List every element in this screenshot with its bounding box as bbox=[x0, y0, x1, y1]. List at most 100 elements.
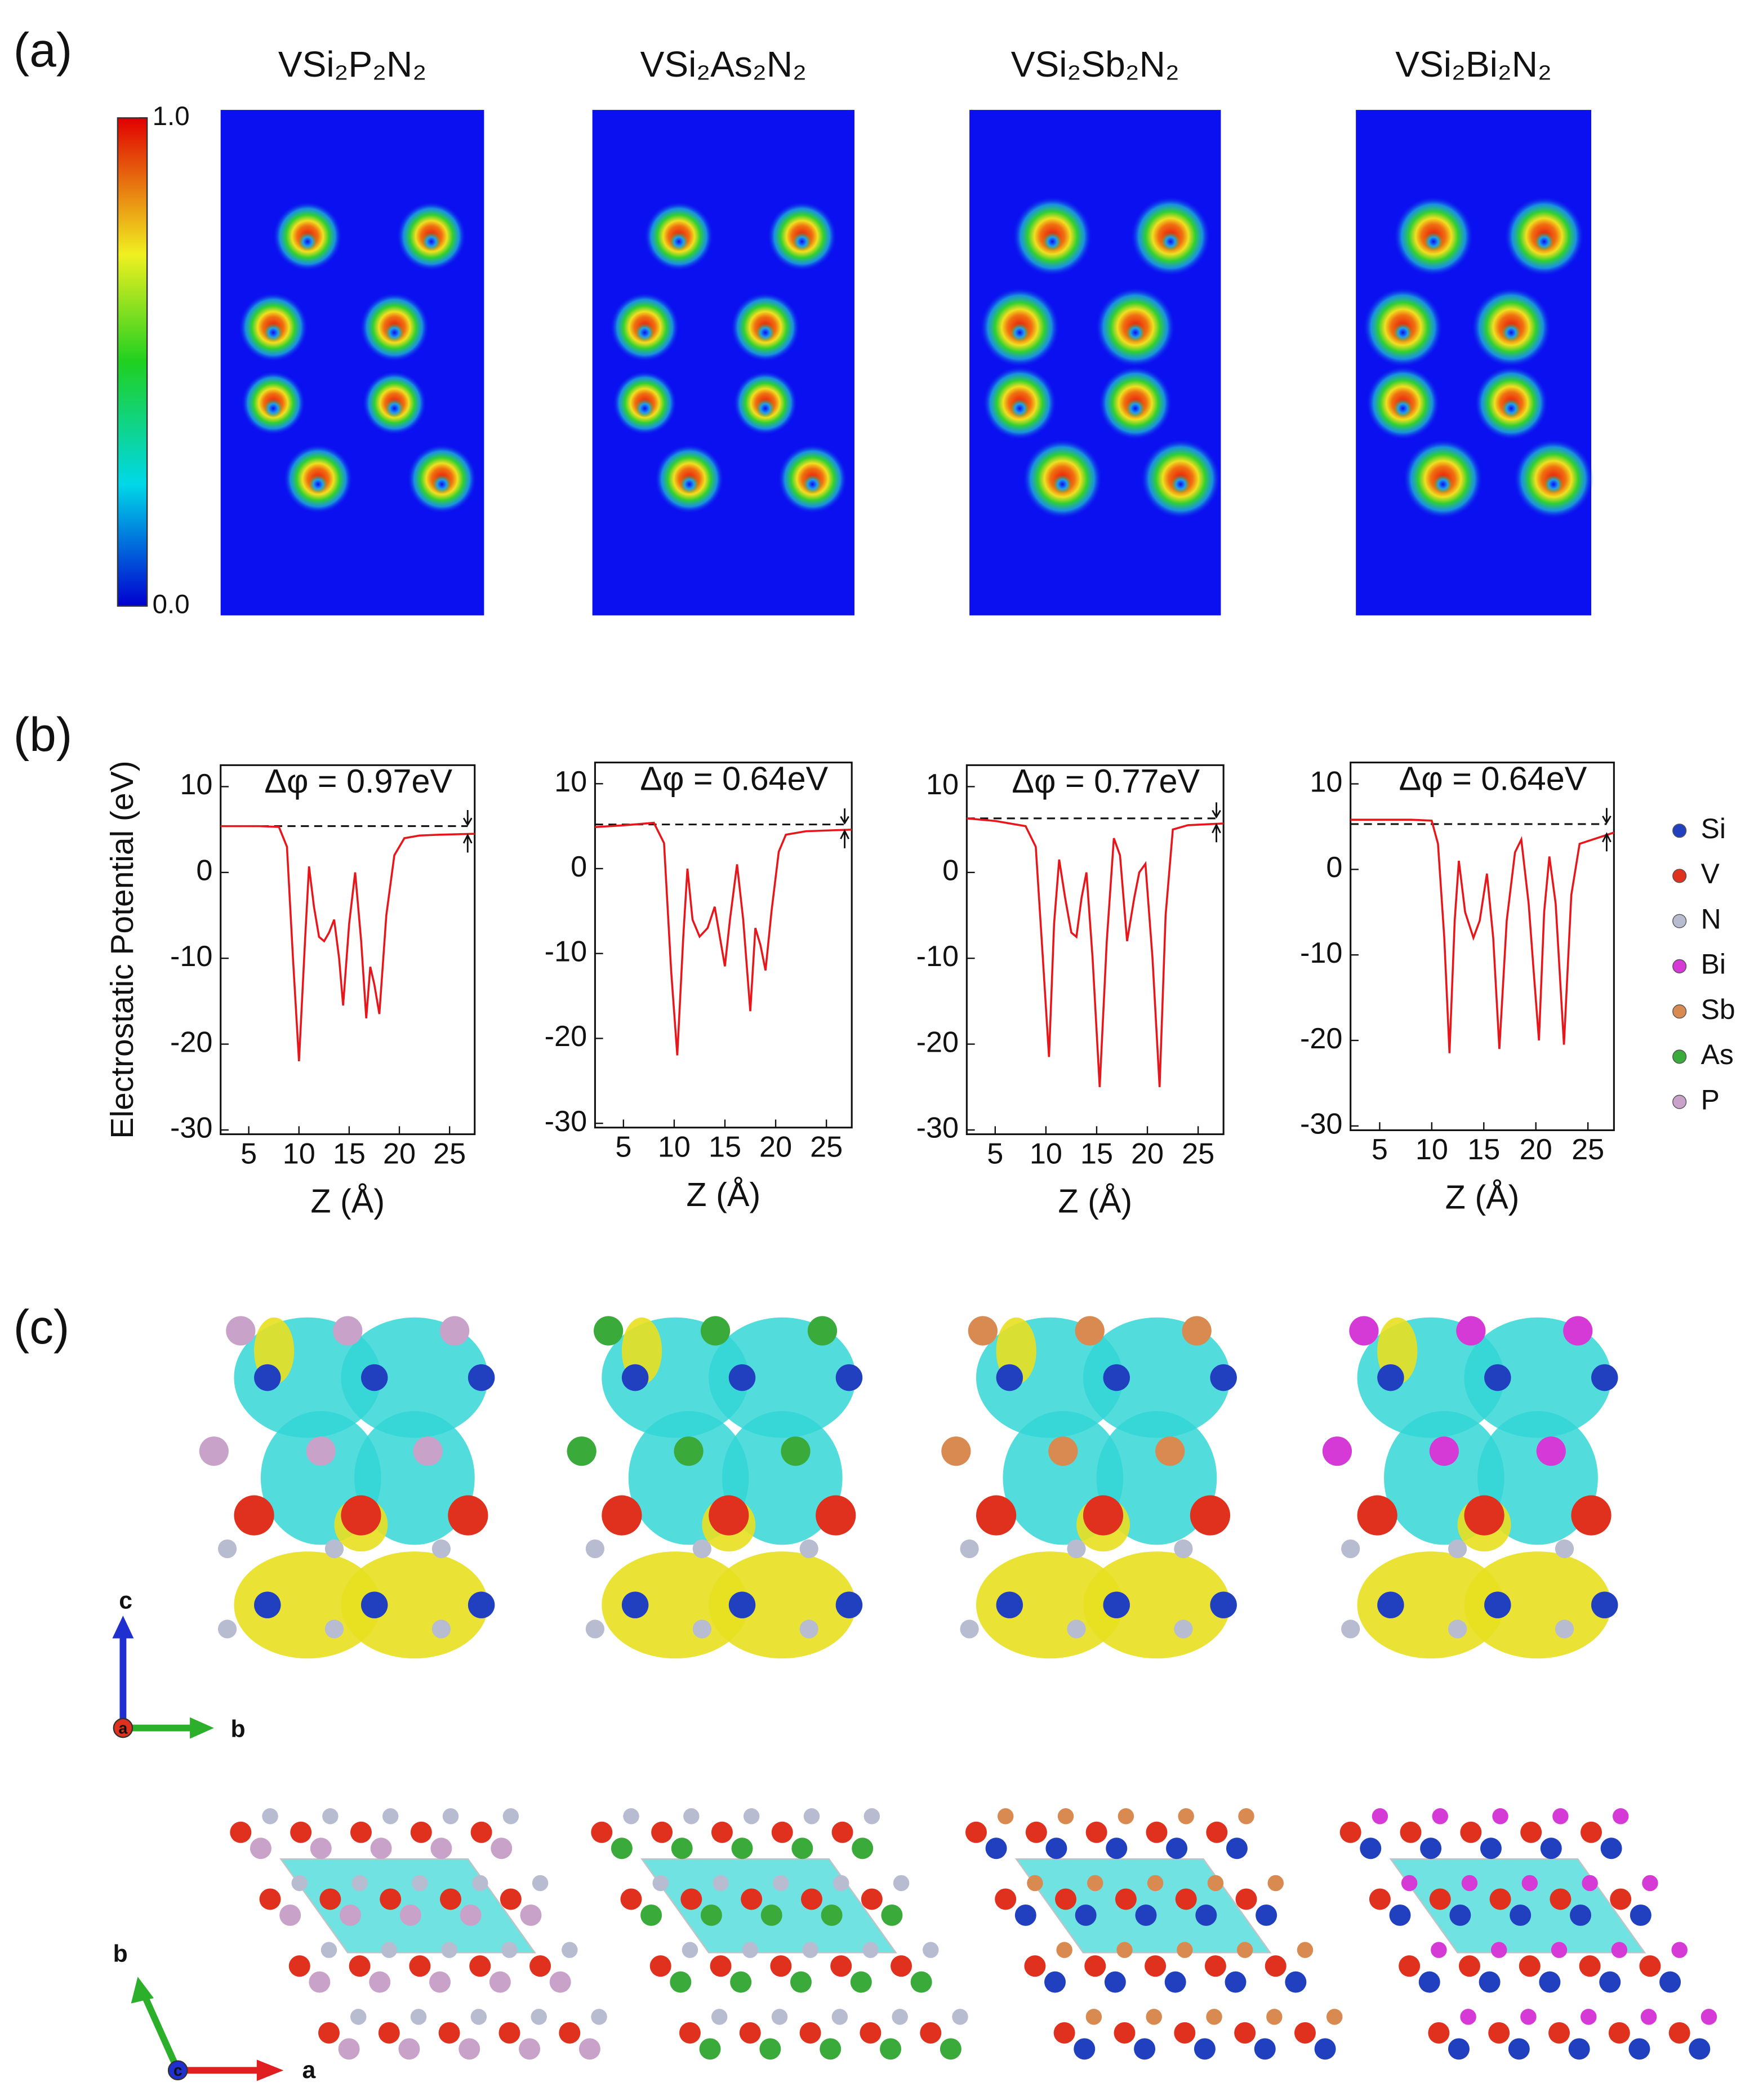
atom bbox=[850, 1971, 872, 1993]
atom bbox=[1429, 1888, 1451, 1910]
delta-arrow bbox=[462, 810, 473, 853]
atom bbox=[440, 1316, 470, 1346]
atom bbox=[803, 1808, 820, 1825]
atom bbox=[1488, 2022, 1510, 2044]
y-tick-label: -20 bbox=[1300, 1022, 1342, 1055]
elf-map bbox=[220, 110, 484, 616]
atom bbox=[1285, 1971, 1307, 1993]
elf-core bbox=[1043, 232, 1062, 251]
atom bbox=[997, 1808, 1014, 1825]
y-tick-label: -10 bbox=[170, 940, 212, 973]
y-tick-label: 0 bbox=[1326, 851, 1342, 884]
charge-loss bbox=[1464, 1317, 1612, 1438]
elf-core bbox=[1394, 399, 1413, 418]
atom bbox=[448, 1495, 488, 1536]
elf-core bbox=[756, 399, 775, 418]
atom bbox=[1521, 1875, 1538, 1892]
atom bbox=[1431, 1942, 1447, 1958]
atom bbox=[409, 1955, 431, 1977]
atom bbox=[1194, 2038, 1216, 2060]
y-tick-label: -20 bbox=[170, 1026, 212, 1058]
atom bbox=[1520, 2009, 1537, 2025]
atom bbox=[1341, 1620, 1360, 1639]
atom bbox=[1640, 2009, 1657, 2025]
map-title: VSi₂As₂N₂ bbox=[640, 44, 807, 84]
atom bbox=[491, 1838, 513, 1859]
charge-loss bbox=[354, 1411, 475, 1545]
y-tick-label: -20 bbox=[545, 1020, 587, 1053]
atom bbox=[254, 1591, 281, 1618]
atom bbox=[976, 1495, 1017, 1536]
atom bbox=[382, 1808, 399, 1825]
atom bbox=[1266, 2009, 1283, 2025]
atom bbox=[468, 1591, 495, 1618]
legend-marker bbox=[1672, 1095, 1687, 1109]
charge-loss bbox=[722, 1411, 843, 1545]
atom bbox=[501, 1942, 518, 1958]
x-tick-label: 20 bbox=[383, 1137, 416, 1170]
legend-label: As bbox=[1701, 1039, 1734, 1070]
elf-core bbox=[309, 475, 328, 494]
elf-core bbox=[1171, 475, 1190, 494]
x-tick-label: 15 bbox=[1080, 1137, 1113, 1170]
atom bbox=[1418, 1971, 1440, 1993]
x-axis-label: Z (Å) bbox=[310, 1182, 385, 1220]
atom bbox=[1155, 1436, 1185, 1466]
delta-arrow bbox=[1602, 808, 1612, 852]
charge-loss bbox=[1477, 1411, 1598, 1545]
y-tick-label: -30 bbox=[170, 1112, 212, 1145]
charge-loss bbox=[1083, 1317, 1231, 1438]
atom bbox=[441, 1942, 457, 1958]
atom bbox=[1174, 2022, 1196, 2044]
axis-origin bbox=[113, 1718, 133, 1738]
atom bbox=[1178, 1808, 1194, 1825]
atom bbox=[674, 1436, 704, 1466]
elf-core bbox=[1424, 232, 1443, 251]
delta-phi: Δφ = 0.64eV bbox=[640, 760, 828, 798]
atom bbox=[1210, 1591, 1237, 1618]
potential-line bbox=[595, 821, 852, 1056]
atom bbox=[1085, 2009, 1102, 2025]
atom bbox=[1104, 1971, 1126, 1993]
atom bbox=[319, 1888, 341, 1910]
elf-map bbox=[592, 110, 854, 616]
atom bbox=[1389, 1904, 1411, 1926]
atom bbox=[941, 1436, 971, 1466]
atom bbox=[1461, 1875, 1478, 1892]
atom bbox=[923, 1942, 939, 1958]
atom bbox=[322, 1808, 339, 1825]
atom bbox=[562, 1942, 578, 1958]
x-tick-label: 10 bbox=[658, 1131, 691, 1163]
panel-label: (c) bbox=[14, 1301, 70, 1354]
legend-marker bbox=[1672, 1049, 1687, 1064]
plot-frame bbox=[1350, 762, 1615, 1131]
atom bbox=[862, 1942, 879, 1958]
atom bbox=[531, 2009, 547, 2025]
colorbar bbox=[117, 117, 148, 607]
y-tick-label: 0 bbox=[942, 855, 959, 887]
atom bbox=[410, 1821, 432, 1843]
legend-label: N bbox=[1701, 903, 1721, 935]
atom bbox=[621, 1591, 649, 1618]
elf-core bbox=[680, 475, 699, 494]
atom bbox=[1401, 1875, 1418, 1892]
atom bbox=[1464, 1495, 1504, 1536]
atom bbox=[1642, 1875, 1658, 1892]
atom bbox=[1210, 1364, 1237, 1391]
map-title: VSi₂Bi₂N₂ bbox=[1395, 44, 1552, 84]
elf-core bbox=[1434, 475, 1453, 494]
atom bbox=[413, 1436, 443, 1466]
legend-marker bbox=[1672, 959, 1687, 973]
atom bbox=[651, 1821, 673, 1843]
atom bbox=[1174, 1620, 1193, 1639]
atom bbox=[324, 1539, 344, 1559]
atom bbox=[290, 1821, 312, 1843]
atom bbox=[1600, 1838, 1622, 1859]
elf-core bbox=[1394, 323, 1413, 342]
atom bbox=[920, 2022, 942, 2044]
atom bbox=[700, 1904, 722, 1926]
atom bbox=[1235, 1888, 1257, 1910]
atom bbox=[1591, 1591, 1618, 1618]
atom bbox=[1075, 1316, 1105, 1346]
atom bbox=[771, 1821, 793, 1843]
